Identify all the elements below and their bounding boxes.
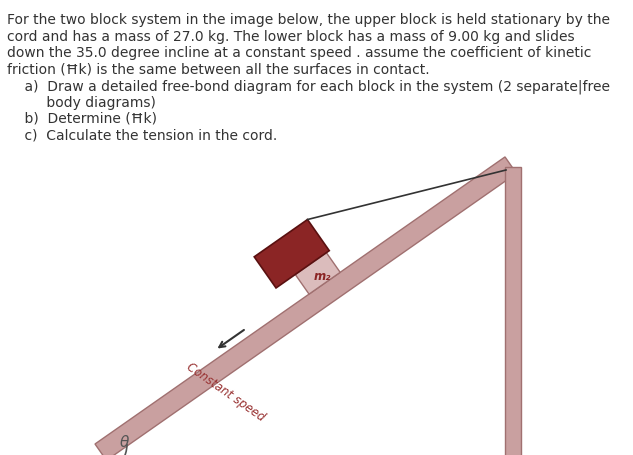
Text: θ: θ <box>119 435 128 450</box>
Bar <box>505 167 521 455</box>
Polygon shape <box>254 220 329 288</box>
Text: b)  Determine (Ħk): b) Determine (Ħk) <box>7 112 157 126</box>
Polygon shape <box>95 157 517 455</box>
Text: body diagrams): body diagrams) <box>7 95 156 109</box>
Text: m₁: m₁ <box>279 249 296 262</box>
Text: cord and has a mass of 27.0 kg. The lower block has a mass of 9.00 kg and slides: cord and has a mass of 27.0 kg. The lowe… <box>7 30 575 43</box>
Text: a)  Draw a detailed free-bond diagram for each block in the system (2 separate|f: a) Draw a detailed free-bond diagram for… <box>7 79 610 93</box>
Text: m₂: m₂ <box>314 269 332 282</box>
Text: For the two block system in the image below, the upper block is held stationary : For the two block system in the image be… <box>7 13 610 27</box>
Text: friction (Ħk) is the same between all the surfaces in contact.: friction (Ħk) is the same between all th… <box>7 62 430 76</box>
Text: Constant speed: Constant speed <box>184 359 267 423</box>
Polygon shape <box>295 253 340 294</box>
Text: c)  Calculate the tension in the cord.: c) Calculate the tension in the cord. <box>7 128 277 142</box>
Text: down the 35.0 degree incline at a constant speed . assume the coefficient of kin: down the 35.0 degree incline at a consta… <box>7 46 591 60</box>
